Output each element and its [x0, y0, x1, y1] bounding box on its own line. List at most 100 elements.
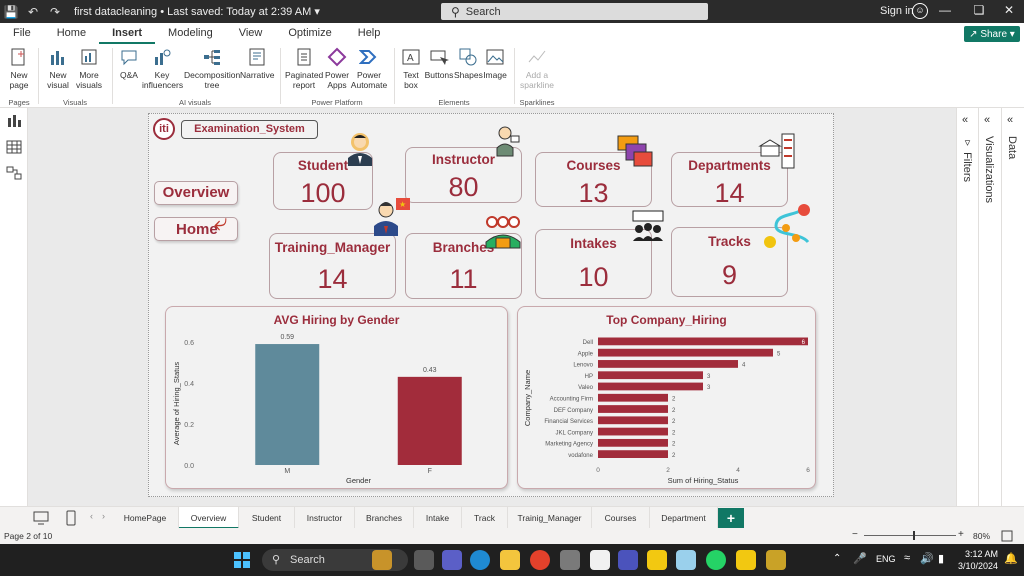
- buttons-button[interactable]: Buttons: [424, 47, 454, 80]
- chart-avg-hiring-by-gender[interactable]: AVG Hiring by Gender 0.0 0.2 0.4 0.6 0.59 M 0.…: [165, 306, 508, 489]
- store-icon[interactable]: [560, 550, 580, 570]
- power-apps-button[interactable]: Power Apps: [324, 47, 350, 90]
- notifications-icon[interactable]: 🔔: [1004, 553, 1018, 565]
- visualizations-pane[interactable]: « Visualizations: [978, 108, 1000, 506]
- tab-scroll-left-icon[interactable]: ‹: [90, 511, 93, 521]
- taskbar-search[interactable]: ⚲ Search: [262, 549, 408, 571]
- card-value: 14: [317, 264, 348, 294]
- widgets-icon[interactable]: [372, 550, 392, 570]
- search-box[interactable]: ⚲ Search: [441, 3, 708, 20]
- redo-icon[interactable]: ↷: [49, 4, 61, 19]
- whatsapp-icon[interactable]: [706, 550, 726, 570]
- wifi-icon[interactable]: ≈: [904, 552, 911, 564]
- close-icon[interactable]: ✕: [1003, 3, 1015, 17]
- tab-track[interactable]: Track: [462, 507, 508, 529]
- model-view-icon[interactable]: [6, 166, 22, 180]
- paginated-report-button[interactable]: Paginated report: [285, 47, 323, 90]
- menu-file[interactable]: File: [13, 27, 31, 39]
- menu-optimize[interactable]: Optimize: [288, 27, 332, 39]
- add-page-button[interactable]: +: [718, 508, 744, 528]
- menu-view[interactable]: View: [238, 27, 263, 39]
- data-pane[interactable]: « Data: [1001, 108, 1024, 506]
- expand-data-icon[interactable]: «: [1007, 114, 1014, 126]
- power-bi-icon[interactable]: [647, 550, 667, 570]
- tab-instructor[interactable]: Instructor: [295, 507, 355, 529]
- restore-icon[interactable]: ❏: [973, 3, 985, 17]
- zoom-out-icon[interactable]: −: [852, 529, 858, 540]
- task-view-icon[interactable]: [414, 550, 434, 570]
- tab-overview[interactable]: Overview: [179, 507, 239, 529]
- zoom-in-icon[interactable]: +: [958, 529, 964, 540]
- buttons-icon: [430, 50, 449, 65]
- text-box-button[interactable]: A Text box: [398, 47, 424, 90]
- new-page-button[interactable]: New page: [6, 47, 32, 90]
- decomposition-tree-button[interactable]: Decomposition tree: [184, 47, 240, 90]
- expand-filters-icon[interactable]: «: [962, 114, 969, 126]
- x-tick-label: 0: [596, 467, 600, 474]
- avatar-icon[interactable]: ☺: [912, 3, 928, 19]
- desktop-layout-icon[interactable]: [33, 511, 49, 525]
- sign-in-link[interactable]: Sign in: [880, 5, 914, 17]
- report-view-icon[interactable]: [6, 114, 22, 128]
- shapes-button[interactable]: Shapes: [454, 47, 483, 80]
- calendar-icon[interactable]: [590, 550, 610, 570]
- narrative-button[interactable]: Narrative: [240, 47, 274, 80]
- image-button[interactable]: Image: [482, 47, 508, 80]
- overview-button[interactable]: Overview: [154, 181, 238, 205]
- battery-icon[interactable]: ▮: [938, 553, 945, 565]
- zoom-level[interactable]: 80%: [973, 531, 991, 541]
- menu-help[interactable]: Help: [357, 27, 381, 39]
- menu-modeling[interactable]: Modeling: [168, 27, 213, 39]
- save-icon[interactable]: 💾: [3, 4, 19, 19]
- share-button[interactable]: ↗ Share ▾: [964, 26, 1020, 42]
- volume-icon[interactable]: 🔊: [920, 553, 934, 565]
- tab-homepage[interactable]: HomePage: [112, 507, 179, 529]
- chart-top-company-hiring[interactable]: Top Company_Hiring Dell 6 Apple 5 Lenovo 4 HP 3…: [517, 306, 816, 489]
- tab-branches[interactable]: Branches: [355, 507, 414, 529]
- app-icon[interactable]: [766, 550, 786, 570]
- tab-courses[interactable]: Courses: [592, 507, 650, 529]
- chrome-icon[interactable]: [530, 550, 550, 570]
- language-indicator[interactable]: ENG: [876, 554, 896, 564]
- teams-icon[interactable]: [618, 550, 638, 570]
- y-tick-label: 0.2: [184, 422, 194, 429]
- expand-visualizations-icon[interactable]: «: [984, 114, 991, 126]
- new-visual-button[interactable]: New visual: [44, 47, 72, 90]
- bar-company: [598, 450, 668, 458]
- ribbon: New page New visual More visuals Q&A Key…: [0, 44, 1024, 108]
- menu-home[interactable]: Home: [56, 27, 87, 39]
- tab-department[interactable]: Department: [650, 507, 718, 529]
- minimize-icon[interactable]: —: [939, 3, 951, 17]
- fit-to-page-icon[interactable]: [1001, 530, 1013, 542]
- teams-chat-icon[interactable]: [442, 550, 462, 570]
- data-label: Data: [1006, 136, 1018, 160]
- edge-icon[interactable]: [470, 550, 490, 570]
- new-page-icon: [11, 48, 25, 66]
- page-tabs-bar: ‹ › HomePage Overview Student Instructor…: [0, 506, 1024, 529]
- windows-start-icon[interactable]: [234, 552, 250, 568]
- tab-intake[interactable]: Intake: [414, 507, 462, 529]
- table-view-icon[interactable]: [6, 140, 22, 154]
- clock[interactable]: 3:12 AM 3/10/2024: [954, 548, 998, 572]
- key-influencers-button[interactable]: Key influencers: [142, 47, 183, 90]
- microphone-icon[interactable]: 🎤: [853, 553, 867, 565]
- undo-icon[interactable]: ↶: [27, 4, 39, 19]
- tray-chevron-icon[interactable]: ⌃: [833, 553, 842, 564]
- power-automate-button[interactable]: Power Automate: [350, 47, 388, 90]
- zoom-slider-thumb[interactable]: [913, 531, 915, 540]
- snipping-icon[interactable]: [676, 550, 696, 570]
- more-visuals-button[interactable]: More visuals: [74, 47, 104, 90]
- filters-pane[interactable]: « ▿ Filters: [956, 108, 978, 506]
- home-button[interactable]: Home: [154, 217, 238, 241]
- qa-button[interactable]: Q&A: [116, 47, 142, 80]
- add-sparkline-button: Add a sparkline: [518, 47, 556, 90]
- power-bi-2-icon[interactable]: [736, 550, 756, 570]
- mobile-layout-icon[interactable]: [65, 510, 77, 526]
- menu-insert[interactable]: Insert: [99, 23, 156, 44]
- tab-student[interactable]: Student: [239, 507, 295, 529]
- tab-scroll-right-icon[interactable]: ›: [102, 511, 105, 521]
- tab-trainig-manager[interactable]: Trainig_Manager: [508, 507, 592, 529]
- filters-label: ▿ Filters: [961, 136, 973, 183]
- file-explorer-icon[interactable]: [500, 550, 520, 570]
- zoom-slider[interactable]: [864, 535, 956, 536]
